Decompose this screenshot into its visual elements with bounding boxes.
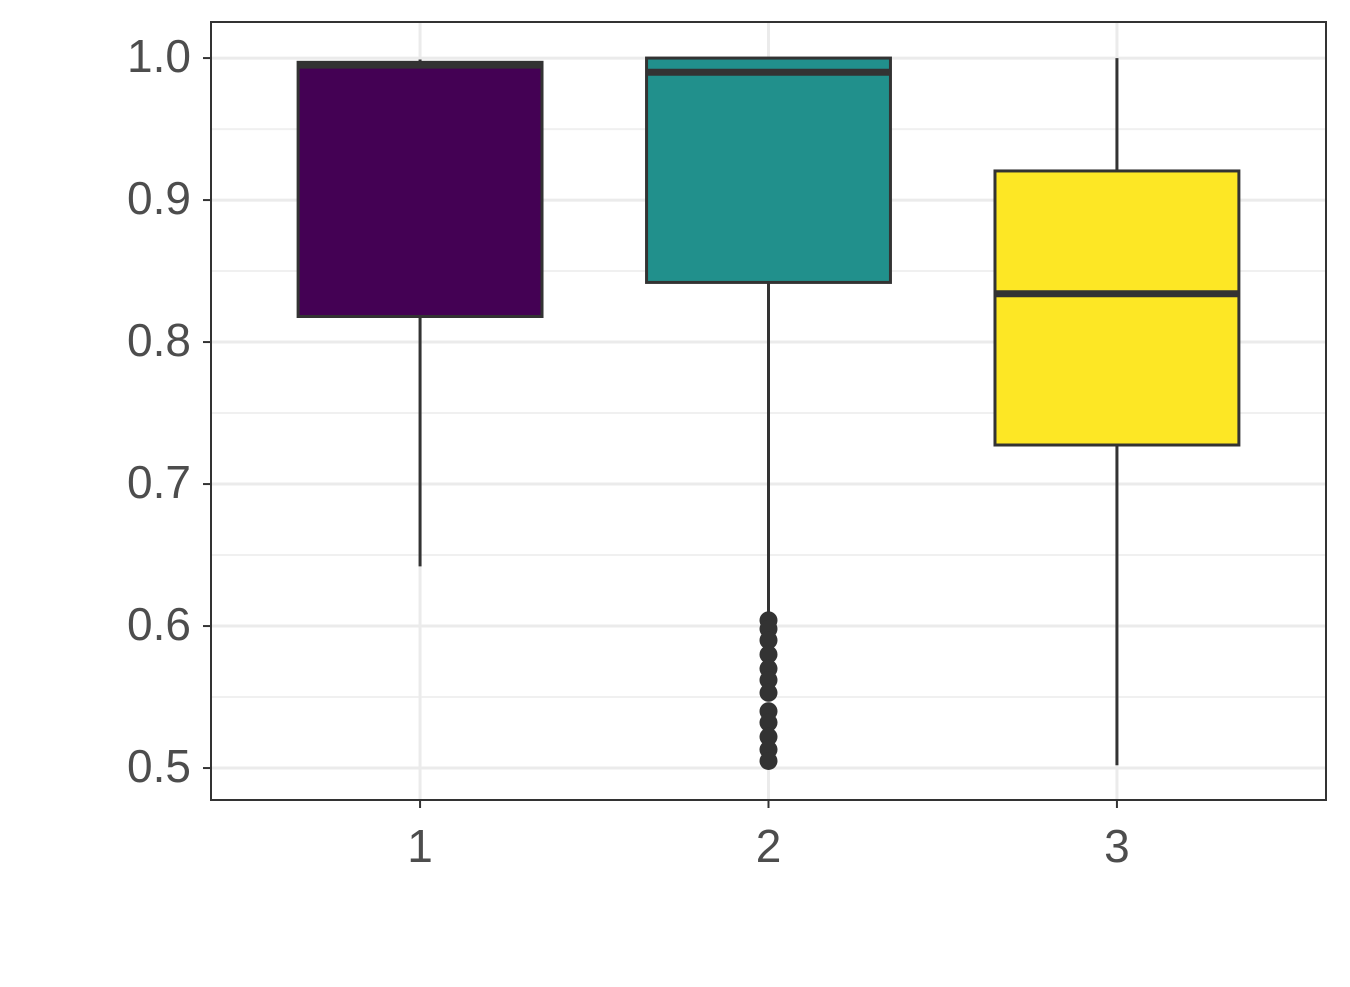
outlier — [759, 713, 778, 732]
outlier — [759, 751, 778, 770]
y-tick-label: 1.0 — [127, 30, 191, 82]
outlier — [759, 645, 778, 664]
y-tick-label: 0.8 — [127, 314, 191, 366]
outlier — [759, 727, 778, 746]
x-tick-label: 2 — [756, 820, 782, 872]
x-tick-label: 1 — [407, 820, 433, 872]
x-tick-label: 3 — [1104, 820, 1130, 872]
y-tick-label: 0.9 — [127, 172, 191, 224]
y-tick-label: 0.6 — [127, 598, 191, 650]
y-tick-label: 0.5 — [127, 740, 191, 792]
box — [993, 169, 1241, 447]
outlier — [759, 683, 778, 702]
y-tick-label: 0.7 — [127, 456, 191, 508]
box — [645, 56, 892, 284]
outlier — [759, 631, 778, 650]
outlier — [759, 671, 778, 690]
box — [296, 60, 544, 319]
